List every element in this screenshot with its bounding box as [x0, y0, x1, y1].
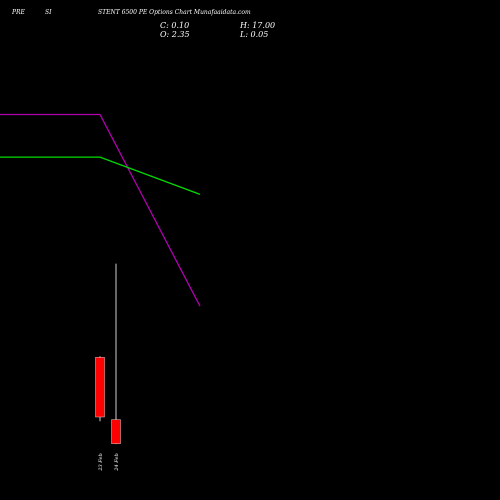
- chart-title-part-3: STENT 6500 PE Options Chart Munafaaidata…: [98, 9, 251, 16]
- candle-body-1: [95, 357, 105, 418]
- overlay-line-magenta: [0, 113, 201, 307]
- overlay-line-green: [0, 156, 201, 196]
- open-value: O: 2.35: [160, 30, 190, 39]
- high-value: H: 17.00: [240, 21, 276, 30]
- close-value: C: 0.10: [160, 21, 190, 30]
- date-label-2: 24 Feb: [114, 453, 120, 471]
- chart-title-part-2: SI: [45, 9, 52, 16]
- chart-title-part-1: PRE: [12, 9, 25, 16]
- candle-body-2: [111, 419, 121, 444]
- date-label-1: 23 Feb: [98, 453, 104, 471]
- low-value: L: 0.05: [240, 30, 269, 39]
